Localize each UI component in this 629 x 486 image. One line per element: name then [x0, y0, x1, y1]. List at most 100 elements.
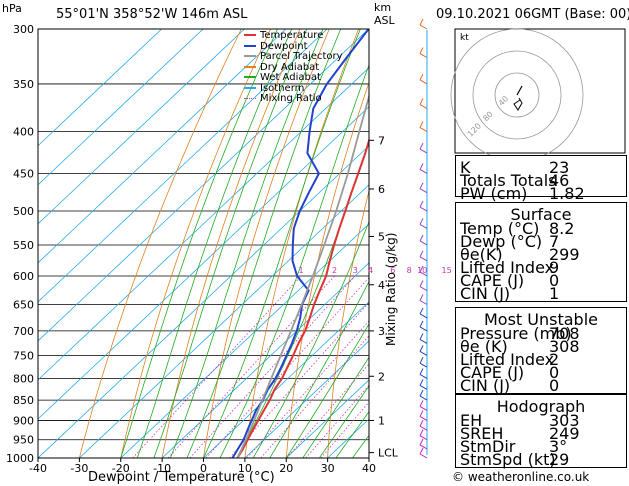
isotherm-line [38, 29, 328, 303]
isotherm-line [286, 379, 369, 458]
x-tick-label: 0 [200, 462, 207, 475]
dry-adiabat-line [120, 29, 271, 458]
index-row-pw: PW (cm) 1.82 [460, 184, 585, 203]
wind-barb-flag [419, 320, 424, 328]
isotherm-line [161, 262, 369, 458]
km-tick-label: 4 [378, 279, 385, 292]
pressure-tick-label: 650 [13, 299, 34, 312]
wind-barb-flag [419, 400, 424, 407]
hodograph-ring [472, 50, 562, 140]
legend-label: Dewpoint [260, 40, 308, 52]
wind-barb [419, 338, 428, 344]
hodograph-unit-label: kt [460, 33, 469, 43]
forecast-datetime: 09.10.2021 06GMT (Base: 00) [436, 7, 629, 22]
storm-motion-vector [516, 85, 523, 96]
hodograph-row: EH 303 [460, 411, 580, 430]
hodograph-title: Hodograph [496, 397, 586, 416]
mixing-ratio-line [260, 335, 369, 458]
legend-swatch [244, 34, 256, 36]
mixing-ratio-axis-title: Mixing Ratio (g/kg) [384, 232, 398, 346]
x-axis-title: Dewpoint / Temperature (°C) [88, 470, 275, 485]
isotherm-line [79, 184, 369, 458]
wet-adiabat-line [219, 63, 369, 458]
km-tick-label: 3 [378, 325, 385, 338]
most-unstable-row: CIN (J) 0 [460, 376, 560, 395]
x-tick-label: -10 [153, 462, 171, 475]
legend-item: Mixing Ratio [244, 94, 322, 104]
index-row-k: K 23 [460, 158, 570, 177]
dry-adiabat-line [285, 81, 369, 458]
pressure-tick-label: 950 [13, 434, 34, 447]
wind-barb-flag [419, 356, 424, 364]
km-tick-label: 2 [378, 370, 385, 383]
surface-row: CAPE (J) 0 [460, 271, 560, 290]
dry-adiabat-line [327, 189, 369, 458]
wind-barb [419, 148, 428, 154]
legend-swatch [244, 55, 256, 57]
x-tick-label: -40 [29, 462, 47, 475]
mixing-ratio-label: 6 [390, 266, 395, 275]
isotherm-line [203, 301, 369, 458]
surface-row: Lifted Index 9 [460, 258, 560, 277]
wind-barb [419, 271, 428, 277]
x-tick-label: 30 [321, 462, 335, 475]
wind-barb [419, 24, 428, 30]
wet-adiabat-line [269, 280, 369, 458]
station-location: 55°01'N 358°52'W 146m ASL [56, 7, 248, 22]
legend-swatch [244, 76, 256, 78]
wind-barb-flag [419, 389, 424, 397]
wind-barb-flag [419, 250, 424, 258]
wind-barb-flag [419, 429, 424, 436]
km-tick-label: 1 [378, 414, 385, 427]
surface-row: θe(K) 299 [460, 245, 580, 264]
wind-barb-flag [419, 121, 424, 128]
wind-barb-flag [419, 307, 424, 315]
wind-barb [419, 351, 428, 356]
pressure-tick-label: 1000 [6, 452, 34, 465]
legend-label: Mixing Ratio [260, 93, 322, 104]
mixing-ratio-label: 15 [442, 266, 452, 275]
x-tick-label: 40 [362, 462, 376, 475]
isotherm-line [38, 106, 369, 420]
legend-label: Dry Adiabat [260, 61, 320, 73]
wind-barb [419, 188, 428, 194]
legend-label: Parcel Trajectory [260, 51, 343, 62]
km-tick-label: 5 [378, 230, 385, 243]
mixing-ratio-line [320, 401, 369, 458]
surface-box: Surface Temp (°C) 8.2 Dewp (°C) 7 θe(K) 299… [455, 202, 627, 303]
wind-barb [419, 385, 428, 390]
legend-label: Temperature [260, 30, 324, 41]
wind-barb-flag [419, 368, 424, 375]
wind-barb-flag [419, 280, 424, 287]
wind-barb-flag [419, 234, 424, 242]
wind-barb [419, 79, 428, 85]
surface-row: Temp (°C) 8.2 [460, 219, 575, 238]
mixing-ratio-label: 1 [299, 266, 304, 275]
wind-barb [419, 444, 428, 450]
isotherm-line [38, 29, 245, 225]
x-tick-label: 10 [238, 462, 252, 475]
wind-barb [419, 405, 428, 411]
legend-swatch [244, 97, 256, 99]
legend-item: Wet Adiabat [244, 73, 321, 83]
x-tick-label: -30 [70, 462, 88, 475]
surface-row: Dewp (°C) 7 [460, 232, 560, 251]
indices-box: K 23 Totals Totals 46 PW (cm) 1.82 [455, 155, 627, 203]
pressure-tick-label: 700 [13, 325, 34, 338]
isotherm-line [38, 29, 204, 186]
dry-adiabat-line [368, 443, 369, 458]
wet-adiabat-line [120, 29, 278, 458]
isotherm-line [120, 223, 369, 458]
dry-adiabat-line [244, 29, 359, 458]
wet-adiabat-line [170, 29, 324, 458]
wind-barb-flag [419, 294, 424, 301]
most-unstable-title: Most Unstable [484, 310, 598, 329]
most-unstable-row: Lifted Index 2 [460, 350, 560, 369]
wind-barb [419, 362, 428, 368]
isotherm-line [38, 67, 369, 381]
wet-adiabat-line [285, 323, 369, 458]
wind-barb [419, 395, 428, 401]
wind-barb [419, 127, 428, 132]
hodograph-trace [513, 97, 523, 111]
wind-barb-flag [419, 18, 424, 26]
